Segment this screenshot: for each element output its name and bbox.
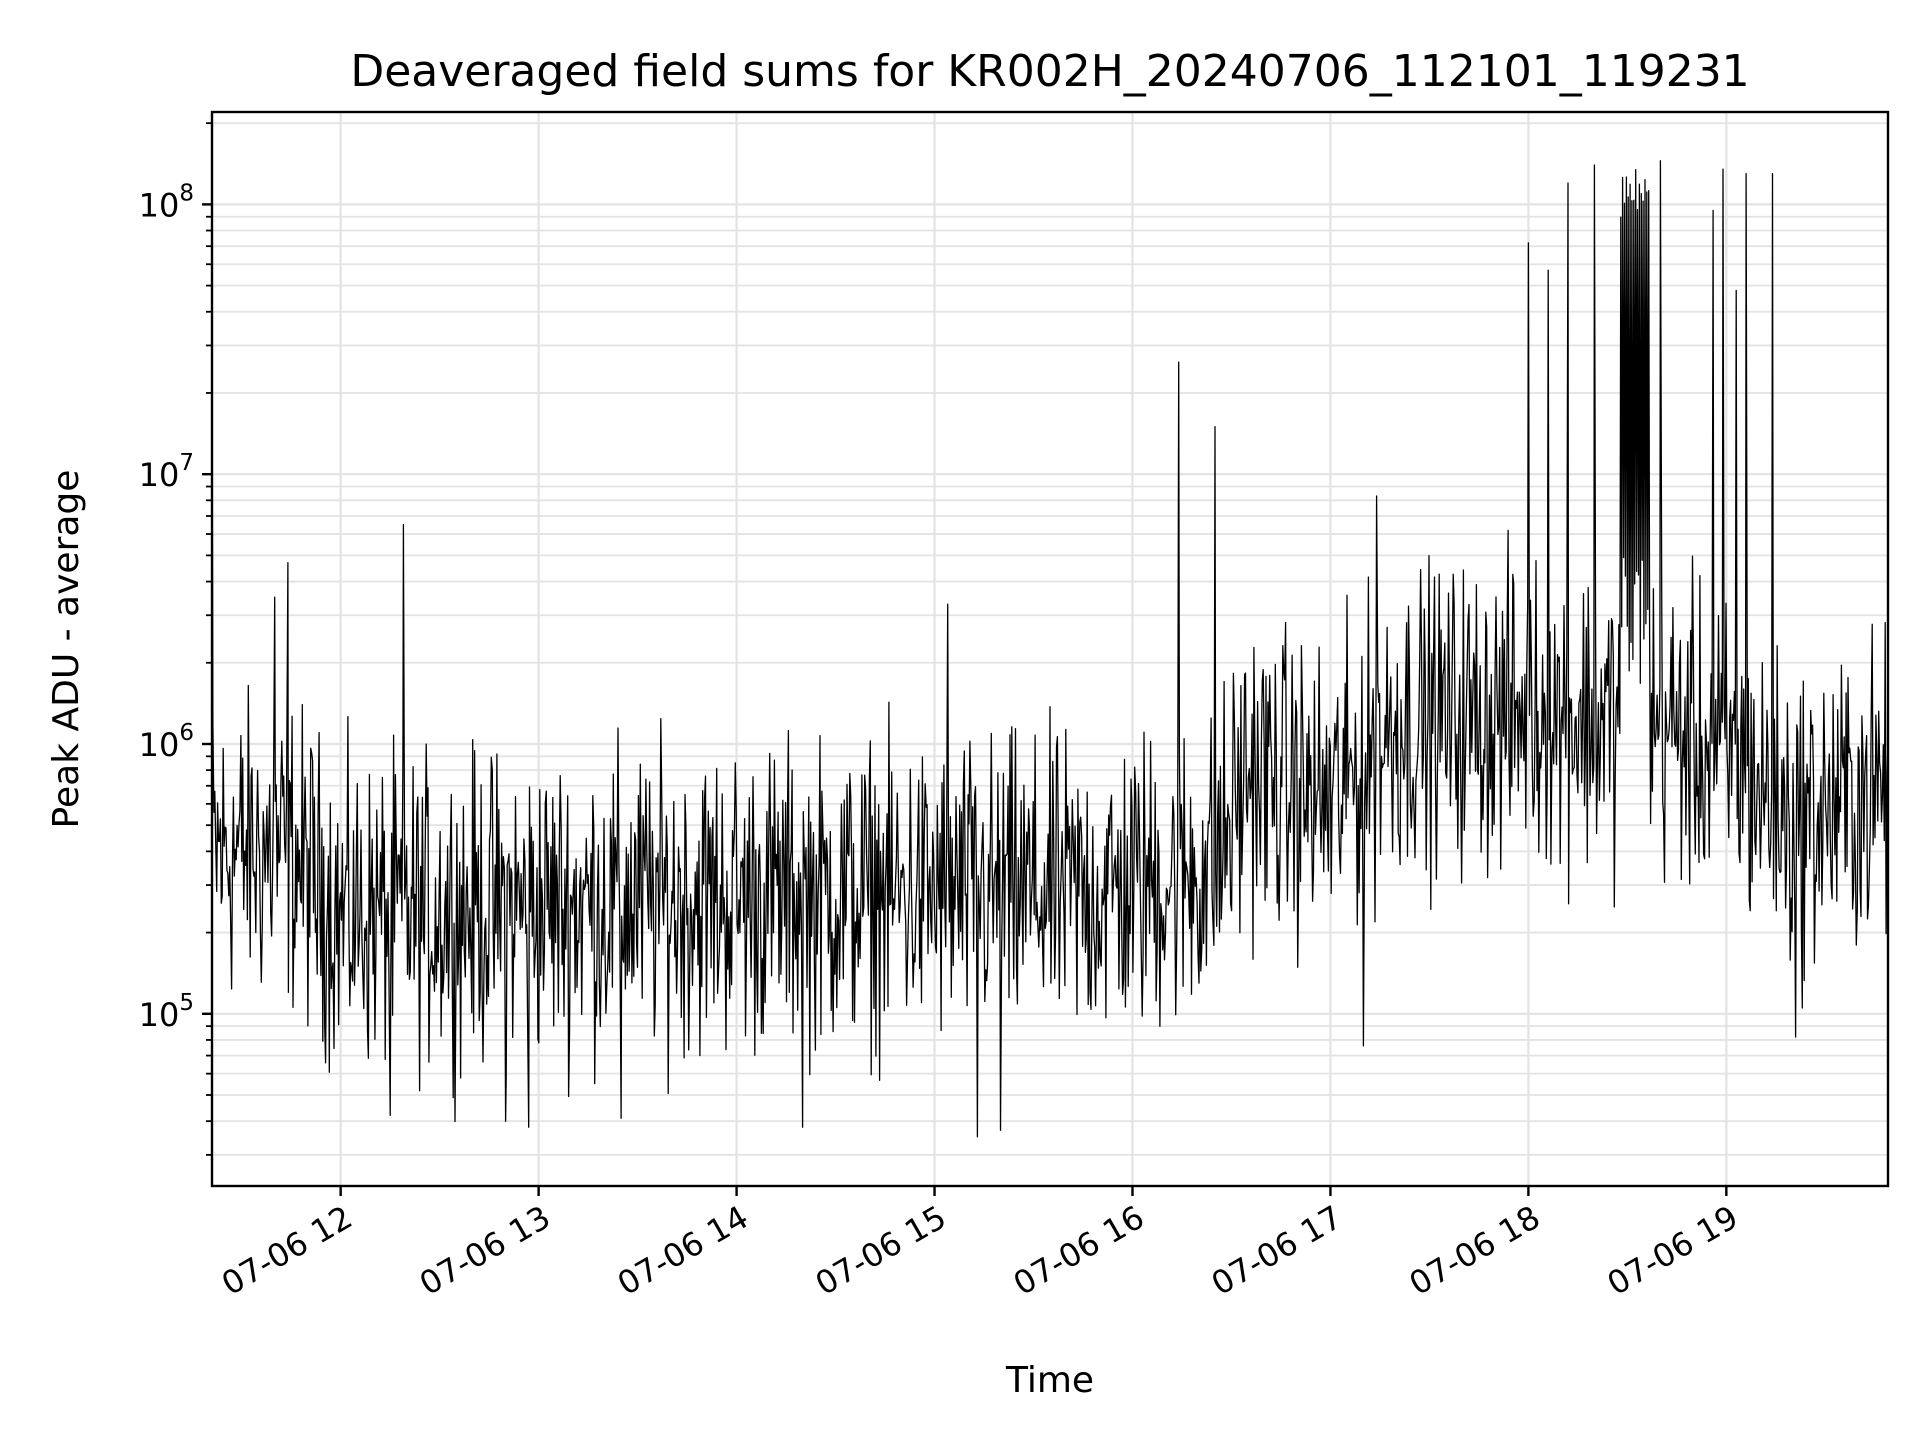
x-tick-label: 07-06 18 bbox=[1403, 1198, 1547, 1303]
y-tick-label: 108 bbox=[139, 180, 194, 224]
y-tick-label: 107 bbox=[139, 450, 194, 494]
y-axis-label: Peak ADU - average bbox=[46, 470, 87, 829]
grid bbox=[212, 112, 1888, 1186]
x-tick-label: 07-06 15 bbox=[809, 1198, 953, 1303]
series-line bbox=[211, 160, 1889, 1138]
x-tick-label: 07-06 12 bbox=[215, 1198, 359, 1303]
series-path bbox=[211, 160, 1889, 1138]
chart-title: Deaveraged field sums for KR002H_2024070… bbox=[350, 46, 1749, 97]
x-tick-label: 07-06 19 bbox=[1601, 1198, 1745, 1303]
plot-frame bbox=[210, 110, 1890, 1188]
x-tick-label: 07-06 14 bbox=[611, 1198, 755, 1303]
y-tick-label: 105 bbox=[139, 990, 194, 1034]
y-tick-label: 106 bbox=[139, 720, 194, 764]
x-tick-label: 07-06 17 bbox=[1205, 1198, 1349, 1303]
x-axis-label: Time bbox=[1005, 1360, 1094, 1401]
x-tick-label: 07-06 13 bbox=[413, 1198, 557, 1303]
x-tick-label: 07-06 16 bbox=[1007, 1198, 1151, 1303]
